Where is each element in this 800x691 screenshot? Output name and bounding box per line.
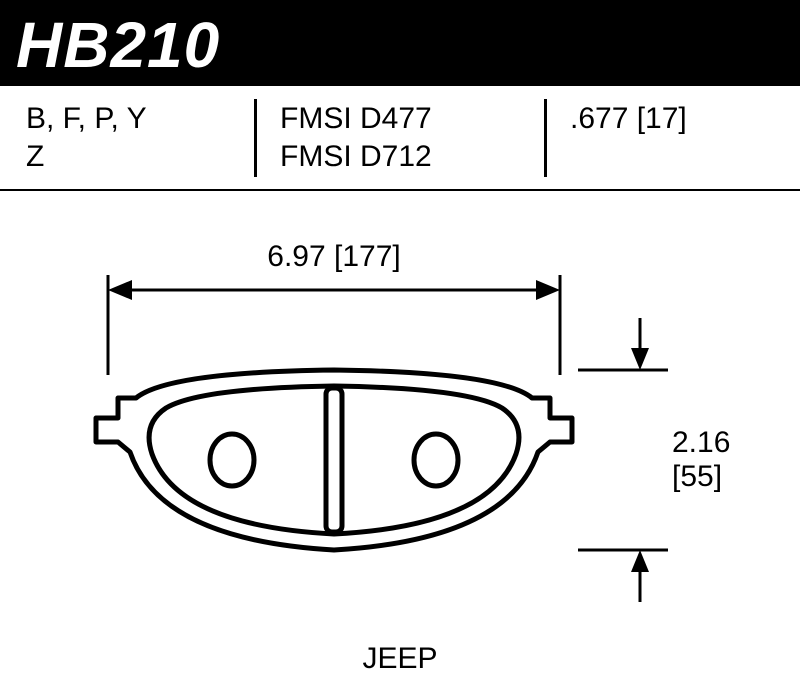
spec-underline — [0, 189, 800, 191]
spec-row: B, F, P, Y Z FMSI D477 FMSI D712 .677 [1… — [0, 86, 800, 189]
part-number: HB210 — [16, 8, 784, 82]
spec-thickness: .677 [17] — [544, 86, 800, 189]
width-dimension-label: 6.97 [177] — [108, 240, 560, 274]
page-root: HB210 B, F, P, Y Z FMSI D477 FMSI D712 .… — [0, 0, 800, 691]
fmsi-line2: FMSI D712 — [280, 138, 526, 176]
brake-pad-shape — [96, 370, 572, 550]
width-arrow-right — [536, 280, 560, 300]
spec-compounds: B, F, P, Y Z — [0, 86, 254, 189]
header-bar: HB210 — [0, 0, 800, 86]
height-line1: 2.16 — [672, 426, 782, 460]
height-dimension-label: 2.16 [55] — [672, 426, 782, 494]
height-line2: [55] — [672, 460, 782, 494]
vehicle-label: JEEP — [0, 642, 800, 676]
height-arrow-bot-head — [631, 550, 649, 572]
width-arrow-left — [108, 280, 132, 300]
fmsi-line1: FMSI D477 — [280, 100, 526, 138]
spec-divider-1 — [254, 99, 257, 177]
spec-divider-2 — [544, 99, 547, 177]
compounds-line2: Z — [26, 138, 236, 176]
compounds-line1: B, F, P, Y — [26, 100, 236, 138]
thickness-value: .677 [17] — [570, 100, 782, 138]
spec-fmsi: FMSI D477 FMSI D712 — [254, 86, 544, 189]
height-arrow-top-head — [631, 348, 649, 370]
